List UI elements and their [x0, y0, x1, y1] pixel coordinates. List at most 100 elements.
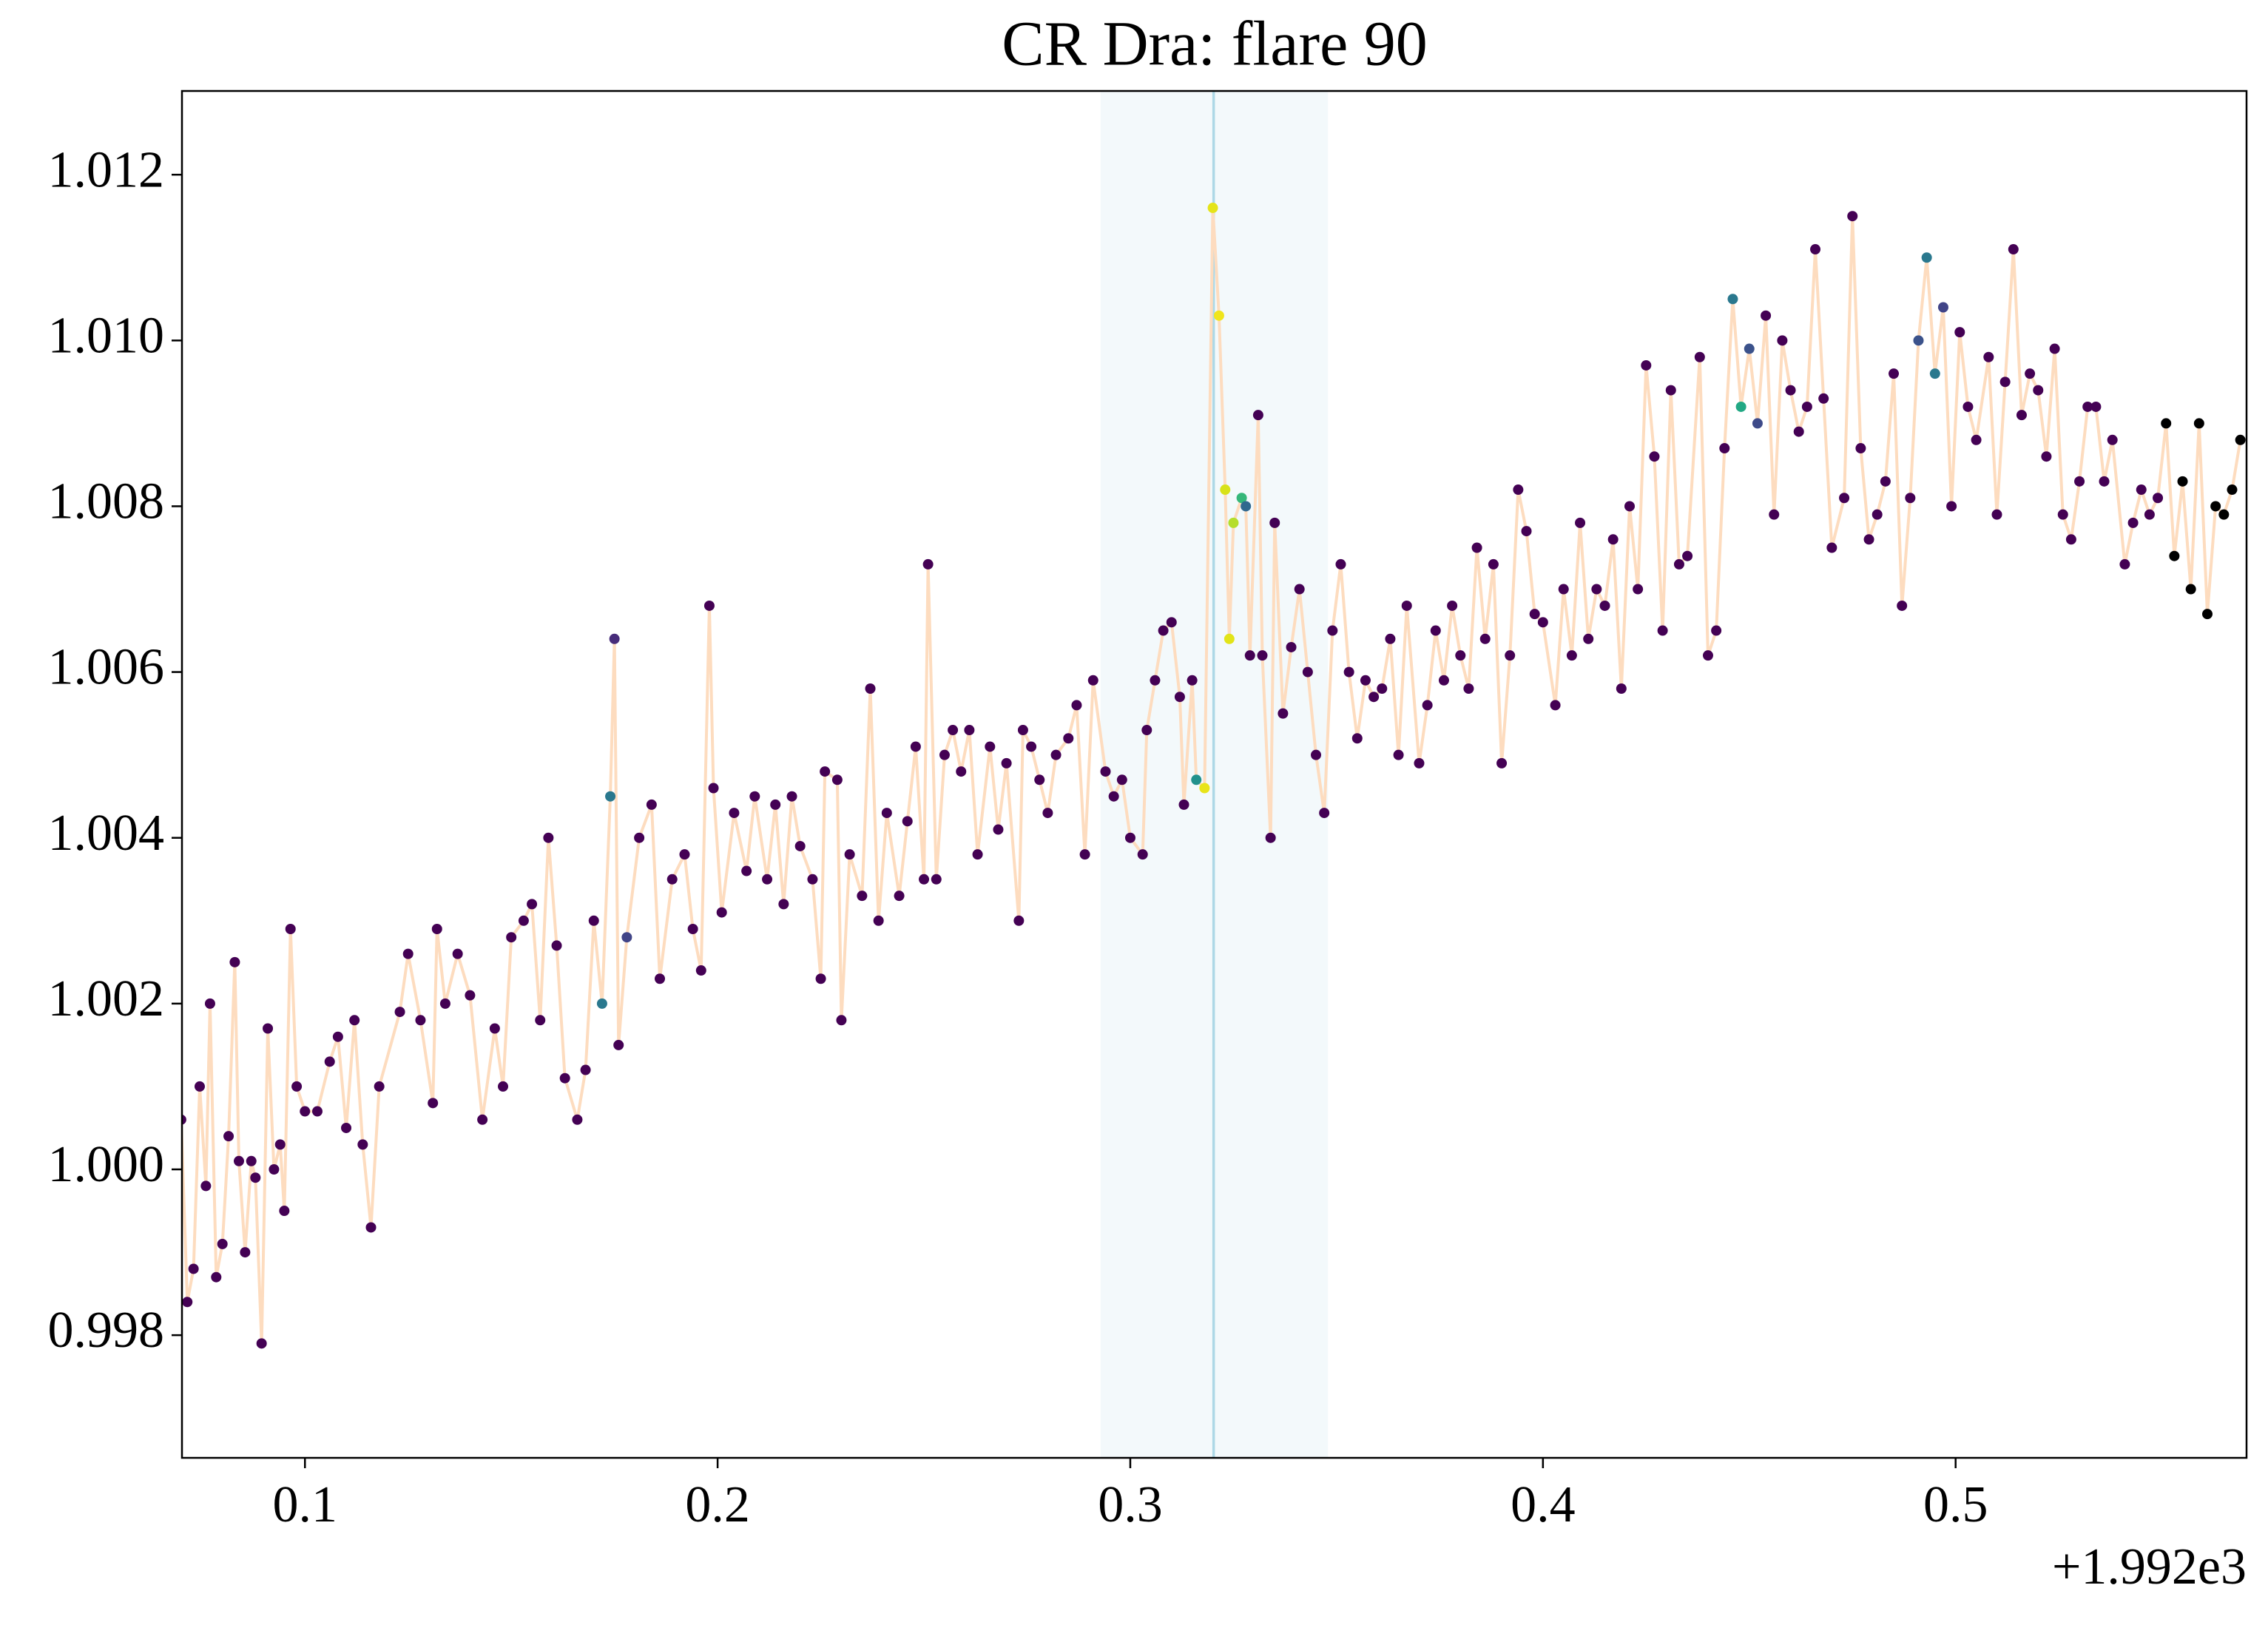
data-point — [1311, 749, 1322, 760]
data-point — [506, 932, 517, 943]
data-point — [1422, 700, 1433, 711]
data-point — [1983, 351, 1994, 362]
data-point — [311, 1106, 323, 1117]
data-point — [1236, 493, 1247, 504]
data-point — [770, 799, 781, 810]
data-point — [535, 1015, 546, 1026]
data-point — [993, 824, 1004, 835]
data-point — [857, 891, 868, 902]
y-tick-label: 1.010 — [48, 307, 165, 364]
data-point — [1889, 368, 1900, 379]
x-offset-label: +1.992e3 — [2052, 1538, 2247, 1595]
data-point — [246, 1155, 257, 1166]
data-point — [1228, 517, 1239, 528]
data-point — [1224, 633, 1235, 644]
data-point — [964, 725, 975, 736]
data-point — [1447, 600, 1458, 611]
data-point — [1141, 725, 1152, 736]
data-point — [1962, 401, 1974, 412]
data-point — [1178, 799, 1189, 810]
data-point — [1124, 832, 1135, 843]
x-tick-label: 0.1 — [272, 1476, 337, 1533]
data-point — [1682, 550, 1693, 561]
data-point — [256, 1338, 267, 1349]
data-point — [498, 1081, 509, 1092]
data-point — [708, 783, 719, 794]
data-point — [1479, 633, 1491, 644]
data-point — [1471, 542, 1482, 553]
data-point — [2025, 368, 2036, 379]
data-point — [2202, 609, 2213, 620]
data-point — [1591, 584, 1602, 595]
data-point — [2127, 517, 2139, 528]
data-point — [613, 1039, 624, 1050]
data-point — [1220, 484, 1231, 496]
data-point — [2041, 451, 2052, 462]
data-point — [786, 791, 797, 802]
data-point — [263, 1023, 274, 1034]
data-point — [1401, 600, 1412, 611]
data-point — [1826, 542, 1837, 553]
data-point — [1252, 410, 1263, 421]
data-point — [1991, 509, 2002, 520]
data-point — [910, 741, 921, 752]
data-point — [1810, 244, 1821, 255]
y-tick-label: 1.008 — [48, 473, 165, 530]
data-point — [1752, 418, 1763, 429]
data-point — [1116, 774, 1127, 786]
y-tick-label: 1.006 — [48, 639, 165, 696]
data-point — [1213, 310, 1224, 321]
data-point — [1727, 294, 1738, 305]
data-point — [1430, 625, 1441, 636]
data-point — [279, 1206, 290, 1217]
data-point — [2065, 534, 2076, 545]
data-point — [572, 1114, 583, 1125]
data-point — [1863, 534, 1874, 545]
data-point — [291, 1081, 303, 1092]
data-point — [956, 766, 967, 777]
data-point — [807, 874, 818, 885]
data-point — [1001, 757, 1012, 768]
data-point — [948, 725, 959, 736]
data-point — [1673, 558, 1684, 570]
data-point — [749, 791, 760, 802]
data-point — [2185, 584, 2196, 595]
data-point — [931, 874, 942, 885]
data-point — [1050, 749, 1062, 760]
data-point — [1575, 517, 1586, 528]
data-point — [1513, 484, 1524, 496]
data-point — [1999, 376, 2011, 388]
data-point — [2210, 501, 2221, 512]
data-point — [415, 1015, 426, 1026]
data-point — [1921, 252, 1932, 263]
data-point — [223, 1131, 234, 1142]
data-point — [695, 965, 706, 976]
data-point — [300, 1106, 311, 1117]
data-point — [1244, 650, 1255, 661]
data-point — [1265, 832, 1276, 843]
data-point — [844, 849, 855, 860]
data-point — [1744, 343, 1755, 354]
data-point — [1657, 625, 1668, 636]
data-point — [2218, 509, 2230, 520]
data-point — [1649, 451, 1660, 462]
data-point — [2090, 401, 2102, 412]
data-point — [2107, 434, 2118, 445]
data-point — [1377, 683, 1388, 695]
data-point — [1302, 666, 1313, 678]
data-point — [778, 899, 789, 910]
data-point — [881, 808, 892, 819]
data-point — [687, 924, 698, 935]
x-tick-label: 0.5 — [1923, 1476, 1988, 1533]
data-point — [194, 1081, 205, 1092]
data-point — [428, 1098, 439, 1109]
data-point — [1137, 849, 1148, 860]
data-point — [1616, 683, 1627, 695]
data-point — [1633, 584, 1644, 595]
data-point — [274, 1139, 286, 1150]
data-point — [1351, 733, 1363, 744]
data-point — [1702, 650, 1713, 661]
data-point — [324, 1056, 335, 1067]
data-point — [269, 1164, 280, 1175]
